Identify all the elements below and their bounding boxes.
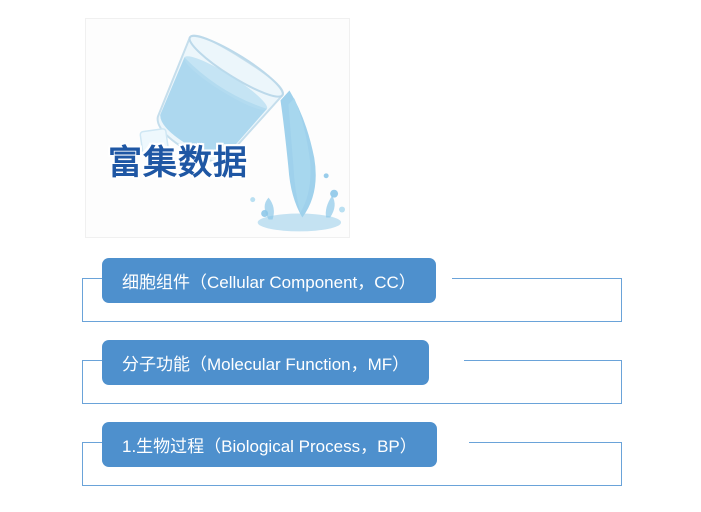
water-pour-graphic (86, 19, 349, 237)
category-pill-bp: 1.生物过程（Biological Process，BP） (102, 422, 437, 467)
category-pill-mf: 分子功能（Molecular Function，MF） (102, 340, 429, 385)
hero-title: 富集数据 (108, 135, 248, 184)
category-pill-cc: 细胞组件（Cellular Component，CC） (102, 258, 436, 303)
category-row: 分子功能（Molecular Function，MF） (82, 340, 622, 404)
category-rows: 细胞组件（Cellular Component，CC） 分子功能（Molecul… (82, 258, 622, 504)
category-row: 1.生物过程（Biological Process，BP） (82, 422, 622, 486)
category-row: 细胞组件（Cellular Component，CC） (82, 258, 622, 322)
hero-panel: 富集数据 (85, 18, 350, 238)
